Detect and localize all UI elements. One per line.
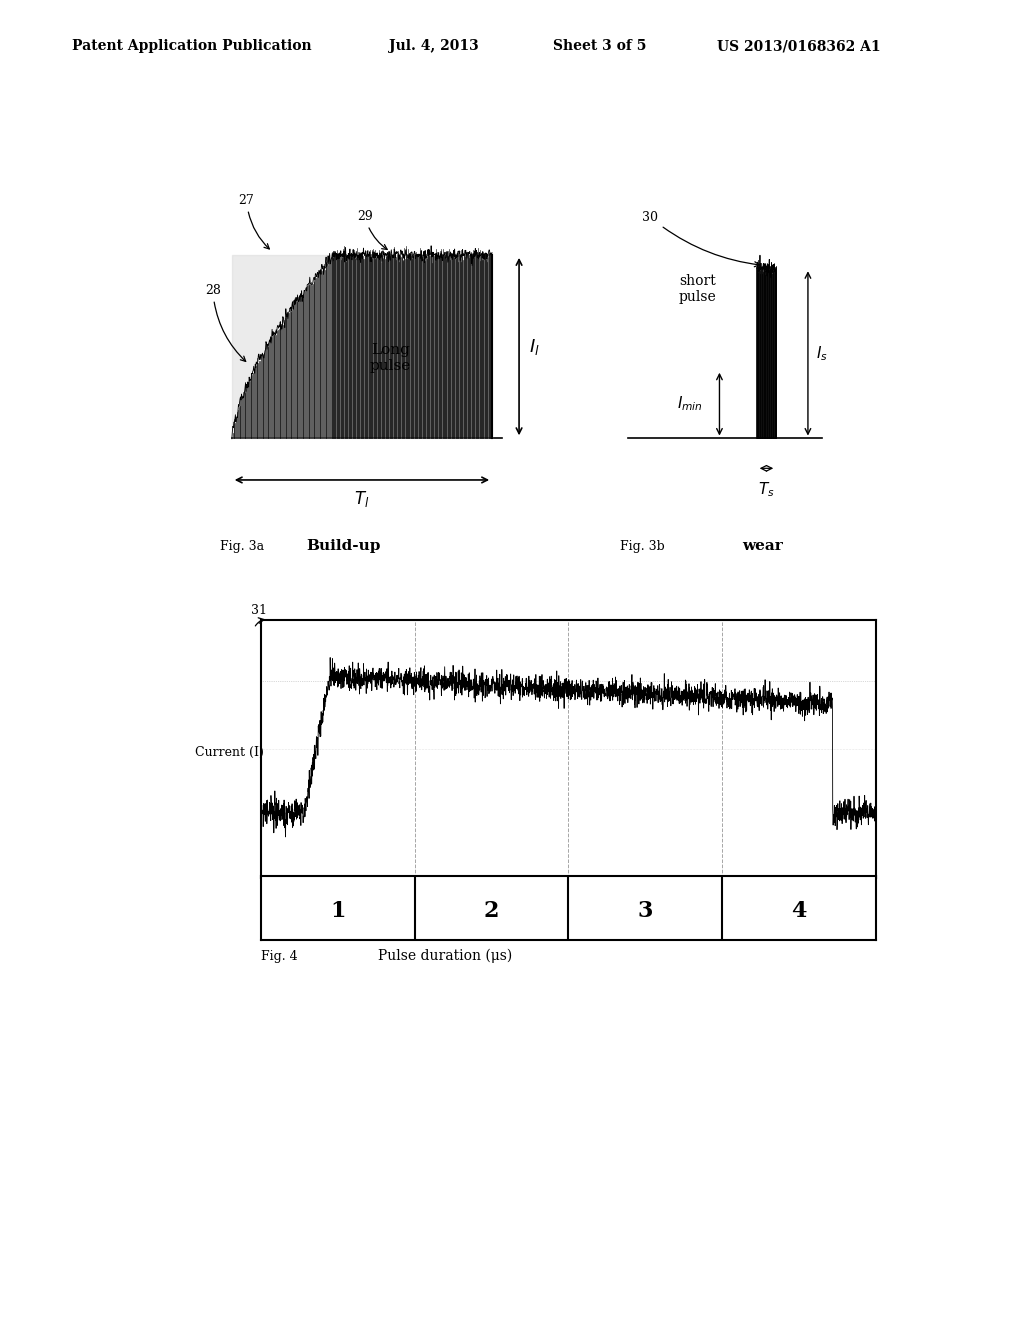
Text: 2: 2 bbox=[483, 900, 500, 923]
Text: 28: 28 bbox=[205, 284, 246, 362]
Text: 4: 4 bbox=[791, 900, 807, 923]
Text: Jul. 4, 2013: Jul. 4, 2013 bbox=[389, 40, 479, 53]
Text: $T_s$: $T_s$ bbox=[758, 480, 775, 499]
Text: Patent Application Publication: Patent Application Publication bbox=[72, 40, 311, 53]
Text: $I_s$: $I_s$ bbox=[816, 345, 828, 363]
Polygon shape bbox=[231, 255, 493, 438]
Text: Fig. 3b: Fig. 3b bbox=[620, 540, 665, 553]
Text: 29: 29 bbox=[357, 210, 387, 249]
Text: $T_l$: $T_l$ bbox=[354, 490, 370, 510]
Text: Current (I): Current (I) bbox=[195, 746, 263, 759]
Text: Fig. 4: Fig. 4 bbox=[261, 949, 298, 962]
Text: $I_{min}$: $I_{min}$ bbox=[677, 395, 702, 413]
Text: Build-up: Build-up bbox=[306, 540, 380, 553]
Text: 1: 1 bbox=[330, 900, 346, 923]
Text: 30: 30 bbox=[642, 211, 760, 267]
Text: Sheet 3 of 5: Sheet 3 of 5 bbox=[553, 40, 646, 53]
Text: 27: 27 bbox=[239, 194, 269, 249]
Text: short
pulse: short pulse bbox=[679, 275, 716, 305]
Text: Long
pulse: Long pulse bbox=[370, 343, 412, 374]
Text: 3: 3 bbox=[637, 900, 653, 923]
Text: Pulse duration (μs): Pulse duration (μs) bbox=[378, 948, 513, 962]
Text: 31: 31 bbox=[251, 603, 267, 616]
Text: US 2013/0168362 A1: US 2013/0168362 A1 bbox=[717, 40, 881, 53]
Text: $I_l$: $I_l$ bbox=[529, 337, 540, 356]
Text: wear: wear bbox=[742, 540, 783, 553]
Text: Fig. 3a: Fig. 3a bbox=[220, 540, 264, 553]
